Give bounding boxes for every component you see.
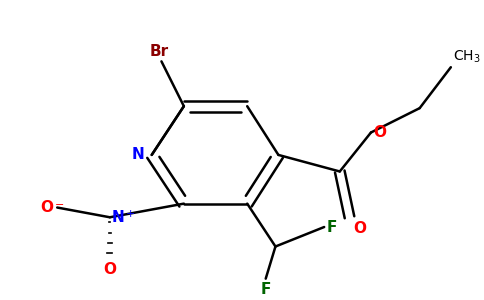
Text: F: F: [327, 220, 337, 235]
Text: N: N: [112, 210, 124, 225]
Text: O: O: [353, 221, 366, 236]
Text: O: O: [103, 262, 116, 277]
Text: −: −: [55, 200, 65, 210]
Text: O: O: [373, 125, 386, 140]
Text: CH$_3$: CH$_3$: [453, 49, 481, 65]
Text: +: +: [125, 209, 135, 220]
Text: F: F: [260, 282, 271, 297]
Text: O: O: [40, 200, 53, 215]
Text: Br: Br: [150, 44, 169, 59]
Text: N: N: [131, 147, 144, 162]
